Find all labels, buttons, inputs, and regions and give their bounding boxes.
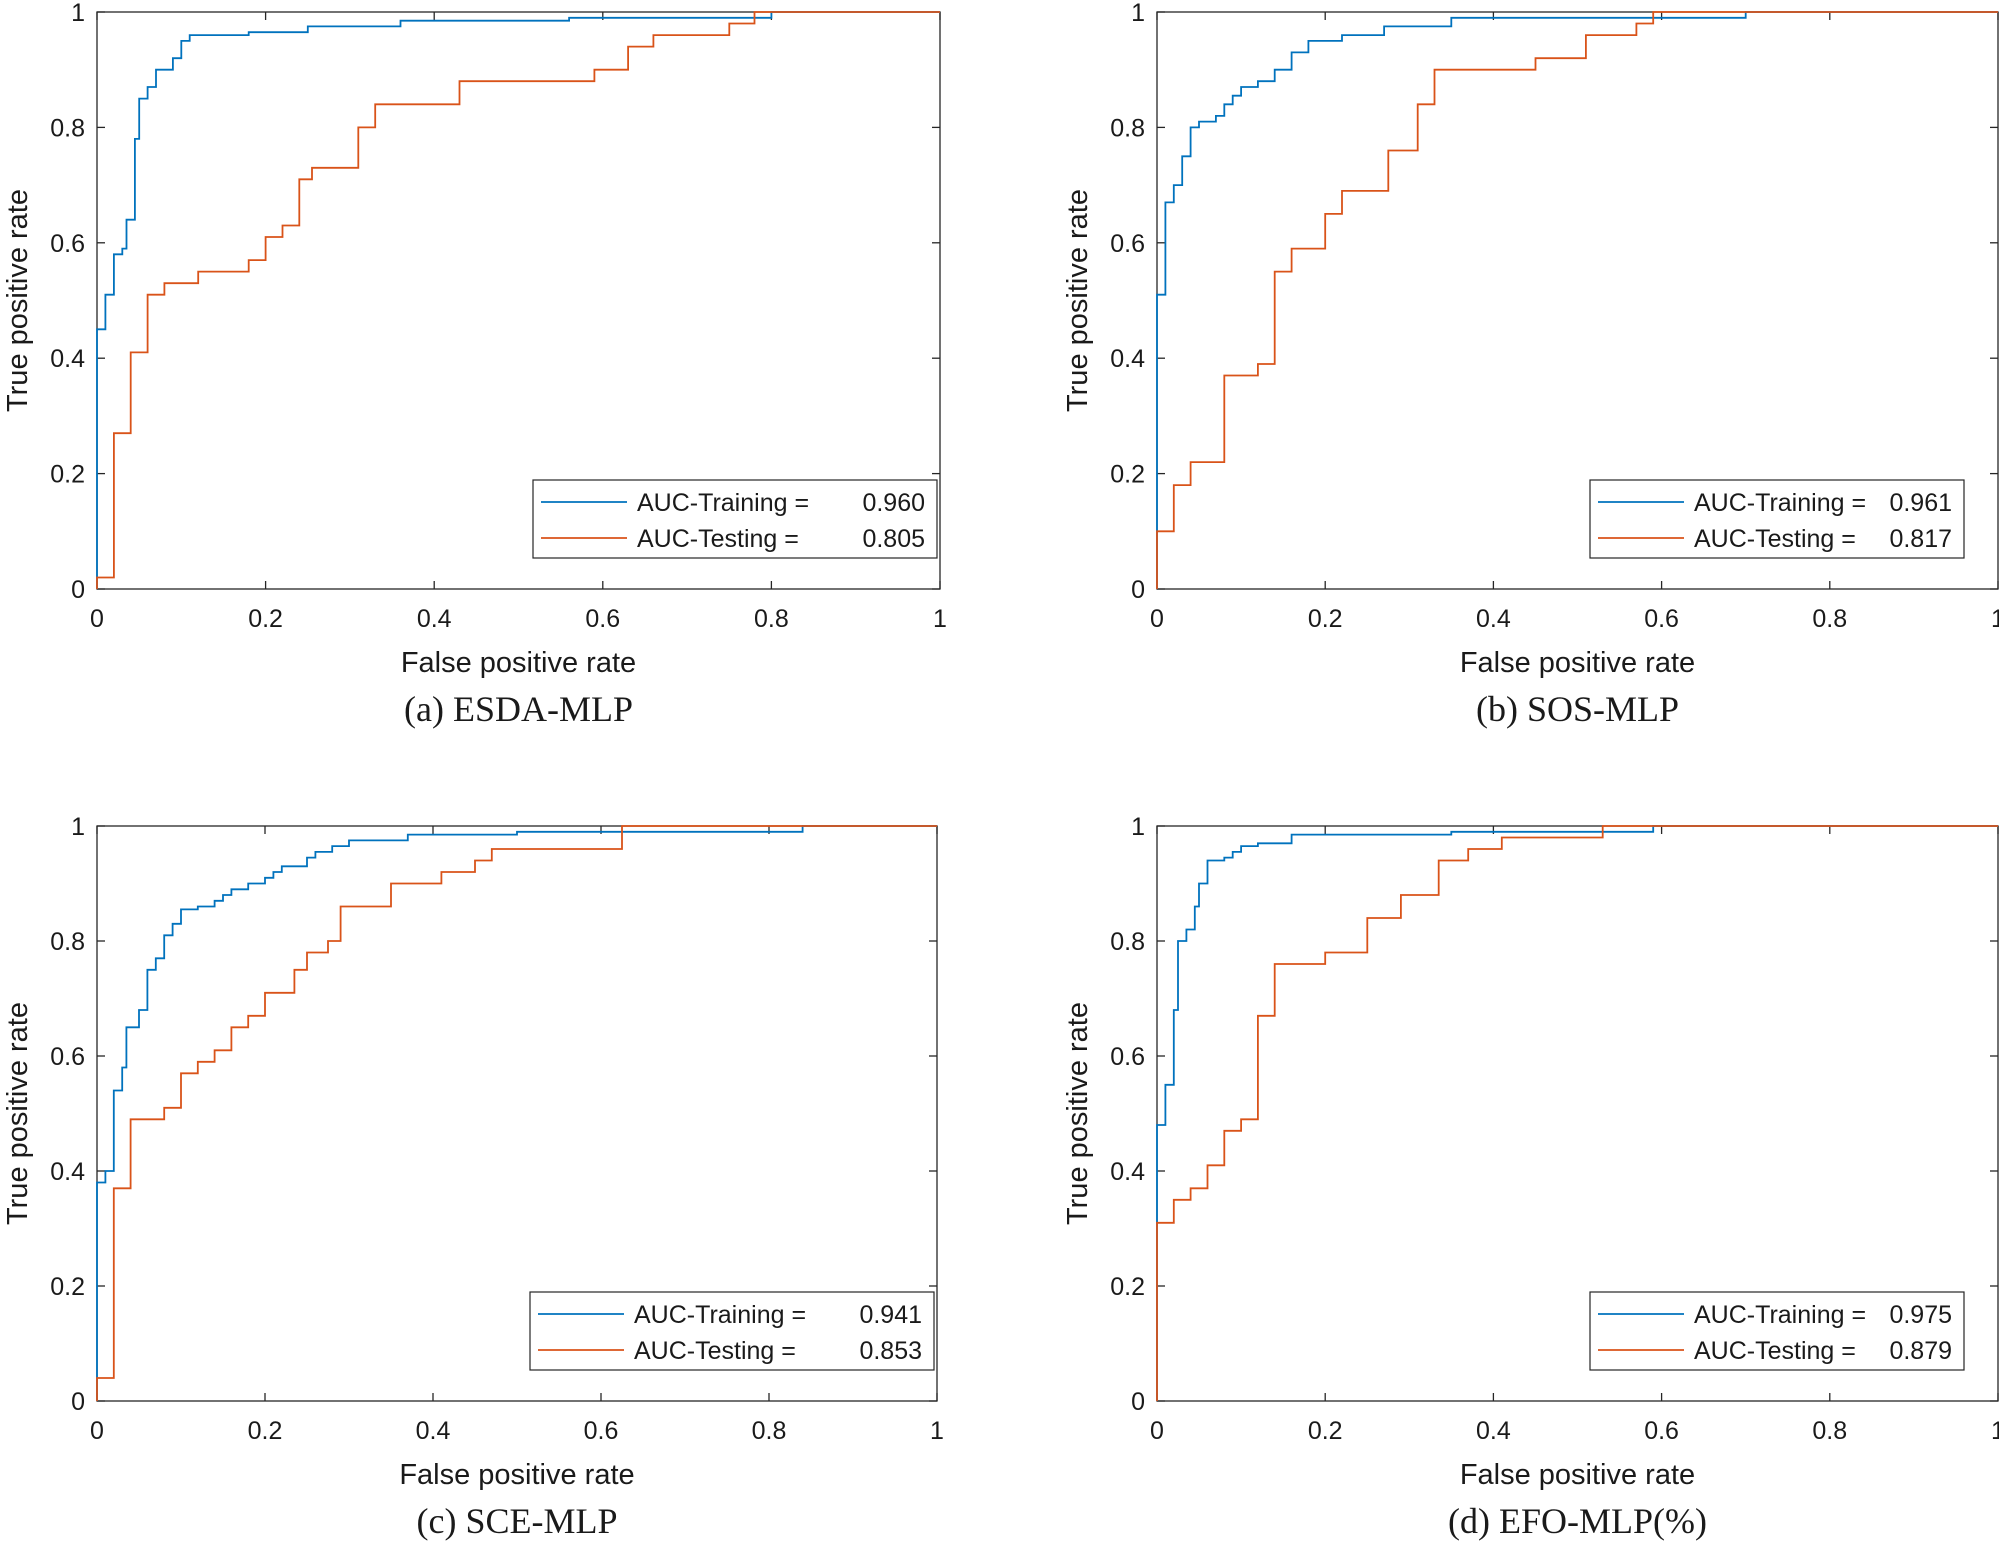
legend-auc-value: 0.805 bbox=[862, 525, 925, 553]
roc-line-testing bbox=[1156, 825, 1998, 1401]
legend-label: AUC-Testing = bbox=[1694, 1337, 1856, 1365]
x-tick-label: 0.4 bbox=[416, 1417, 451, 1445]
roc-line-testing bbox=[96, 825, 937, 1401]
legend-box bbox=[1589, 1291, 1965, 1371]
y-tick-label: 0 bbox=[1131, 1388, 1145, 1416]
legend-auc-value: 0.853 bbox=[859, 1337, 922, 1365]
y-tick-label: 0.8 bbox=[50, 114, 85, 142]
legend: AUC-Training = 0.975 AUC-Testing = 0.879 bbox=[1589, 1291, 1965, 1371]
roc-panel-2: 0 0.2 0.4 0.6 0.8 1 0 0.2 0.4 0.6 0.8 1 False positi… bbox=[1062, 0, 1999, 729]
x-tick-label: 0.2 bbox=[248, 1417, 283, 1445]
x-tick-label: 0 bbox=[1150, 605, 1164, 633]
roc-line-testing bbox=[96, 11, 940, 589]
y-tick-label: 0 bbox=[71, 576, 85, 604]
y-tick-label: 1 bbox=[1131, 813, 1145, 841]
legend-label: AUC-Training = bbox=[634, 1301, 806, 1329]
x-axis-label: False positive rate bbox=[1460, 647, 1695, 679]
y-tick-label: 1 bbox=[71, 0, 85, 27]
x-tick-label: 1 bbox=[930, 1417, 944, 1445]
legend-auc-value: 0.975 bbox=[1889, 1301, 1952, 1329]
y-tick-label: 0.8 bbox=[50, 928, 85, 956]
y-tick-label: 0.4 bbox=[1110, 1158, 1145, 1186]
x-tick-label: 0.8 bbox=[1812, 1417, 1847, 1445]
y-tick-label: 0.2 bbox=[50, 461, 85, 489]
x-tick-label: 0.6 bbox=[1644, 605, 1679, 633]
legend-auc-value: 0.817 bbox=[1889, 525, 1952, 553]
legend-auc-value: 0.941 bbox=[859, 1301, 922, 1329]
y-tick-label: 0.6 bbox=[50, 1043, 85, 1071]
y-tick-label: 0 bbox=[71, 1388, 85, 1416]
x-tick-label: 0.4 bbox=[1476, 605, 1511, 633]
y-tick-label: 0.6 bbox=[1110, 1043, 1145, 1071]
x-axis-label: False positive rate bbox=[1460, 1459, 1695, 1491]
x-tick-label: 0.8 bbox=[752, 1417, 787, 1445]
y-axis-label: True positive rate bbox=[1062, 1002, 1094, 1225]
y-tick-label: 0.4 bbox=[50, 1158, 85, 1186]
legend-label: AUC-Training = bbox=[1694, 1301, 1866, 1329]
y-tick-label: 0 bbox=[1131, 576, 1145, 604]
legend-label: AUC-Testing = bbox=[1694, 525, 1856, 553]
y-tick-label: 0.4 bbox=[1110, 345, 1145, 373]
x-axis-label: False positive rate bbox=[399, 1459, 634, 1491]
x-tick-label: 0 bbox=[90, 1417, 104, 1445]
x-tick-label: 0.2 bbox=[248, 605, 283, 633]
legend-auc-value: 0.961 bbox=[1889, 489, 1952, 517]
legend: AUC-Training = 0.941 AUC-Testing = 0.853 bbox=[529, 1291, 935, 1371]
x-tick-label: 0.6 bbox=[1644, 1417, 1679, 1445]
panel-caption: (c) SCE-MLP bbox=[417, 1501, 618, 1541]
roc-panel-1: 0 0.2 0.4 0.6 0.8 1 0 0.2 0.4 0.6 0.8 1 False positi… bbox=[2, 0, 947, 729]
y-tick-label: 0.6 bbox=[1110, 230, 1145, 258]
x-tick-label: 0.4 bbox=[417, 605, 452, 633]
x-tick-label: 0.6 bbox=[585, 605, 620, 633]
x-tick-label: 1 bbox=[1991, 605, 1999, 633]
x-tick-label: 0.6 bbox=[584, 1417, 619, 1445]
panel-caption: (b) SOS-MLP bbox=[1476, 689, 1679, 729]
y-tick-label: 0.2 bbox=[1110, 461, 1145, 489]
y-axis-label: True positive rate bbox=[2, 1002, 34, 1225]
y-tick-label: 0.8 bbox=[1110, 928, 1145, 956]
legend-auc-value: 0.960 bbox=[862, 489, 925, 517]
x-tick-label: 0.2 bbox=[1308, 1417, 1343, 1445]
panel-caption: (a) ESDA-MLP bbox=[404, 689, 633, 729]
x-tick-label: 0.4 bbox=[1476, 1417, 1511, 1445]
roc-line-training bbox=[96, 825, 937, 1401]
y-axis-label: True positive rate bbox=[1062, 189, 1094, 412]
legend-label: AUC-Testing = bbox=[634, 1337, 796, 1365]
x-tick-label: 0.8 bbox=[1812, 605, 1847, 633]
roc-panel-3: 0 0.2 0.4 0.6 0.8 1 0 0.2 0.4 0.6 0.8 1 False positi… bbox=[2, 813, 944, 1541]
x-tick-label: 0 bbox=[1150, 1417, 1164, 1445]
roc-panel-4: 0 0.2 0.4 0.6 0.8 1 0 0.2 0.4 0.6 0.8 1 False positi… bbox=[1062, 813, 1999, 1541]
y-tick-label: 1 bbox=[71, 813, 85, 841]
legend-label: AUC-Training = bbox=[1694, 489, 1866, 517]
y-tick-label: 0.6 bbox=[50, 230, 85, 258]
y-tick-label: 0.2 bbox=[1110, 1273, 1145, 1301]
roc-line-training bbox=[1156, 11, 1998, 589]
x-axis-label: False positive rate bbox=[401, 647, 636, 679]
x-tick-label: 0.8 bbox=[754, 605, 789, 633]
roc-line-testing bbox=[1156, 11, 1998, 589]
legend-box bbox=[532, 479, 938, 559]
y-tick-label: 0.2 bbox=[50, 1273, 85, 1301]
x-tick-label: 1 bbox=[933, 605, 947, 633]
y-tick-label: 1 bbox=[1131, 0, 1145, 27]
legend: AUC-Training = 0.960 AUC-Testing = 0.805 bbox=[532, 479, 938, 559]
x-tick-label: 0 bbox=[90, 605, 104, 633]
legend-box bbox=[529, 1291, 935, 1371]
y-tick-label: 0.4 bbox=[50, 345, 85, 373]
legend: AUC-Training = 0.961 AUC-Testing = 0.817 bbox=[1589, 479, 1965, 559]
legend-auc-value: 0.879 bbox=[1889, 1337, 1952, 1365]
roc-line-training bbox=[1156, 825, 1998, 1401]
legend-box bbox=[1589, 479, 1965, 559]
x-tick-label: 1 bbox=[1991, 1417, 1999, 1445]
x-tick-label: 0.2 bbox=[1308, 605, 1343, 633]
legend-label: AUC-Testing = bbox=[637, 525, 799, 553]
y-tick-label: 0.8 bbox=[1110, 114, 1145, 142]
y-axis-label: True positive rate bbox=[2, 189, 34, 412]
roc-line-training bbox=[96, 11, 940, 589]
legend-label: AUC-Training = bbox=[637, 489, 809, 517]
panel-caption: (d) EFO-MLP(%) bbox=[1448, 1501, 1707, 1541]
